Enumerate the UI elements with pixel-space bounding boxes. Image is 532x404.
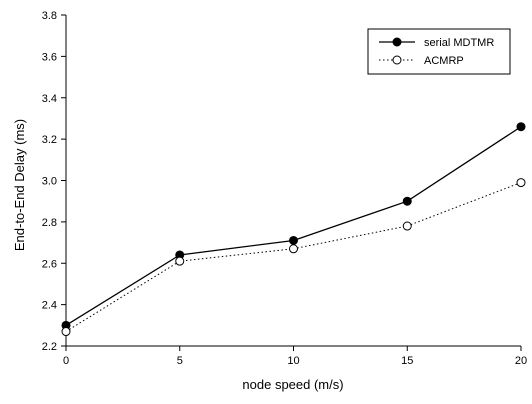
y-tick-label: 3.4 [42, 93, 57, 105]
y-tick-label: 2.6 [42, 258, 57, 270]
y-tick-label: 3.0 [42, 176, 57, 188]
y-tick-label: 2.4 [42, 300, 57, 312]
legend-box [367, 28, 511, 75]
x-tick-label: 10 [287, 355, 299, 367]
legend-serial-mdtmr-marker [392, 37, 402, 47]
y-tick-label: 2.2 [42, 341, 57, 353]
x-axis-title: node speed (m/s) [242, 377, 343, 392]
y-axis-title: End-to-End Delay (ms) [12, 119, 27, 251]
acmrp-point [61, 327, 71, 337]
y-tick-label: 3.8 [42, 10, 57, 22]
legend-serial-mdtmr-label: serial MDTMR [424, 37, 494, 49]
acmrp-point [175, 256, 185, 266]
x-tick-label: 5 [177, 355, 183, 367]
legend-acmrp-marker [392, 55, 402, 65]
legend: serial MDTMR ACMRP [367, 28, 511, 75]
y-tick-label: 3.6 [42, 51, 57, 63]
ticks: 2.2 2.4 2.6 2.8 3.0 3.2 3.4 3.6 3.8 0 5 10 15 20 [42, 10, 527, 367]
x-tick-label: 15 [401, 355, 413, 367]
legend-acmrp-label: ACMRP [424, 55, 464, 67]
serial-mdtmr-line [65, 126, 522, 326]
x-tick-label: 20 [515, 355, 527, 367]
serial-mdtmr-point [289, 235, 298, 245]
series [61, 122, 526, 337]
serial-mdtmr-point [516, 122, 526, 132]
acmrp-point [516, 178, 526, 188]
y-tick-label: 3.2 [42, 134, 57, 146]
serial-mdtmr-point [402, 196, 412, 206]
acmrp-point [289, 244, 298, 254]
y-tick-label: 2.8 [42, 217, 57, 229]
acmrp-line [65, 182, 522, 332]
acmrp-point [402, 221, 412, 231]
x-tick-label: 0 [63, 355, 69, 367]
